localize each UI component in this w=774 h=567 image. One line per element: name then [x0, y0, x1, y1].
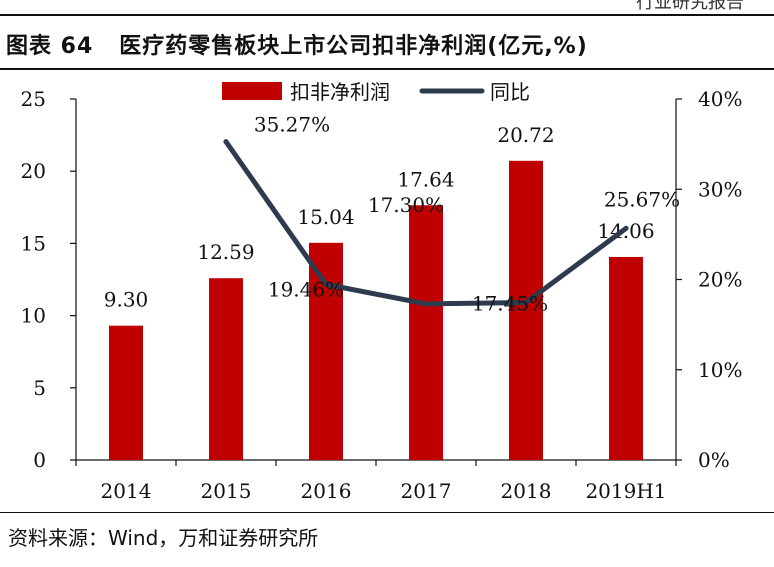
- y-left-tick-label: 0: [33, 448, 46, 472]
- y-right-tick-label: 20%: [698, 268, 742, 292]
- bar: [309, 242, 343, 460]
- bar-value-label: 15.04: [297, 205, 354, 229]
- bar-value-label: 20.72: [497, 123, 554, 147]
- bar-value-label: 9.30: [104, 288, 149, 312]
- y-left-tick-label: 15: [21, 231, 46, 255]
- bar-value-label: 17.64: [397, 167, 454, 191]
- legend-line-label: 同比: [490, 80, 530, 104]
- source-note: 资料来源：Wind，万和证券研究所: [8, 526, 319, 550]
- y-right-tick-label: 40%: [698, 87, 742, 111]
- line-point: [323, 281, 329, 287]
- legend-bar-swatch: [222, 82, 282, 100]
- line-value-label: 35.27%: [254, 113, 330, 137]
- line-point: [523, 300, 529, 306]
- y-left-tick-label: 25: [21, 87, 46, 111]
- line-point: [623, 225, 629, 231]
- line-value-label: 19.46%: [268, 277, 344, 301]
- bar: [509, 160, 543, 460]
- figure-title: 医疗药零售板块上市公司扣非净利润(亿元,%): [119, 34, 588, 59]
- bar: [109, 325, 143, 460]
- line-value-label: 17.30%: [368, 193, 444, 217]
- line-value-label: 17.45%: [472, 292, 548, 316]
- y-left-tick-label: 20: [21, 159, 46, 183]
- line-point: [423, 301, 429, 307]
- y-left-tick-label: 5: [33, 376, 46, 400]
- x-tick-label: 2015: [201, 479, 252, 503]
- line-point: [223, 139, 229, 145]
- report-header-fragment: 行业研究报告: [636, 0, 744, 13]
- bar: [609, 256, 643, 460]
- bottom-rule: [0, 512, 774, 513]
- line-value-label: 25.67%: [604, 187, 680, 211]
- top-rule: [0, 14, 774, 16]
- bar-value-label: 12.59: [197, 240, 254, 264]
- bar: [209, 278, 243, 460]
- title-rule: [0, 68, 774, 70]
- chart: 0 5 10 15 20 25 0% 10% 20% 30% 40% 2014 2015 2016 2017…: [21, 80, 743, 503]
- x-tick-label: 2017: [401, 479, 452, 503]
- figure-label: 图表 64: [6, 34, 94, 59]
- x-tick-label: 2018: [501, 479, 552, 503]
- legend-bar-label: 扣非净利润: [290, 80, 390, 104]
- y-right-tick-label: 10%: [698, 358, 742, 382]
- bar: [409, 205, 443, 460]
- y-left-tick-label: 10: [21, 304, 46, 328]
- x-tick-label: 2014: [101, 479, 152, 503]
- x-tick-label: 2019H1: [585, 479, 666, 503]
- y-right-tick-label: 30%: [698, 177, 742, 201]
- x-tick-label: 2016: [301, 479, 352, 503]
- figure-title-line: 图表 64 医疗药零售板块上市公司扣非净利润(亿元,%): [6, 28, 588, 60]
- y-right-tick-label: 0%: [698, 448, 730, 472]
